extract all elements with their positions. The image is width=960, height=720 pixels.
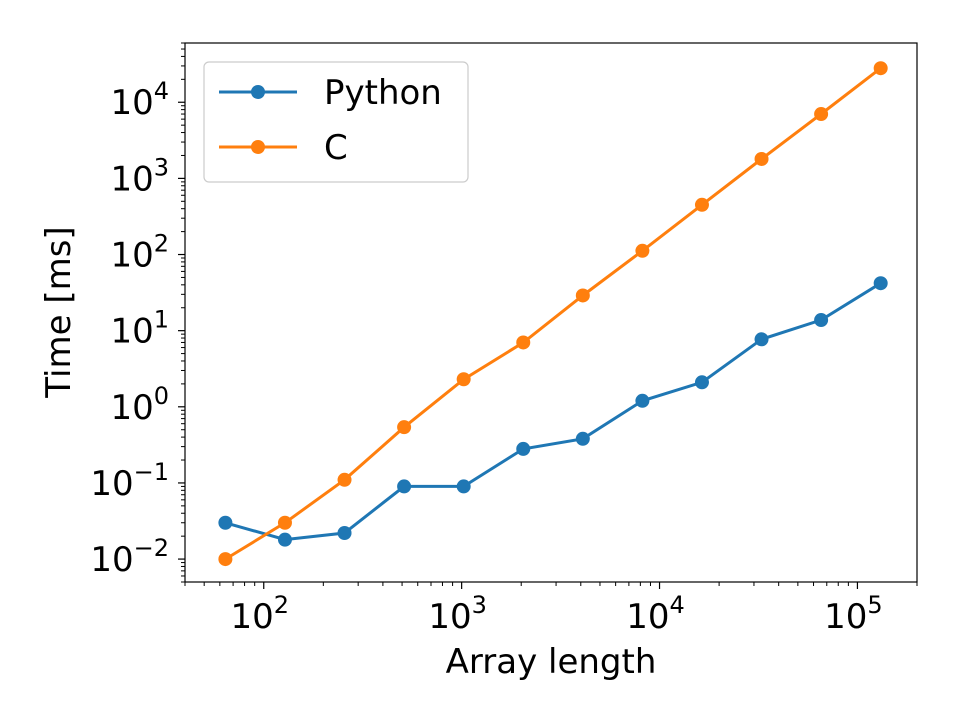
y-tick-label: 100 [110, 382, 169, 428]
data-point-c [456, 372, 471, 387]
y-tick-label: 10−2 [90, 534, 169, 580]
legend: Python C [203, 61, 469, 183]
data-point-python [814, 313, 829, 328]
legend-label-c: C [324, 128, 348, 168]
data-point-c [218, 552, 233, 567]
data-point-python [516, 441, 531, 456]
data-point-python [873, 276, 888, 291]
data-point-c [814, 107, 829, 122]
legend-marker-python [251, 85, 265, 99]
y-tick-label: 101 [110, 306, 169, 352]
data-point-c [397, 420, 412, 435]
data-point-c [516, 335, 531, 350]
data-point-c [337, 472, 352, 487]
data-point-c [754, 151, 769, 166]
series-line-python [224, 281, 882, 542]
data-point-python [337, 526, 352, 541]
data-point-python [635, 393, 650, 408]
x-tick-label: 104 [626, 591, 685, 637]
x-axis-label: Array length [446, 642, 657, 682]
x-tick-label: 105 [824, 591, 883, 637]
data-point-python [694, 375, 709, 390]
y-tick-label: 104 [110, 77, 169, 123]
data-point-python [754, 332, 769, 347]
data-point-c [575, 288, 590, 303]
x-tick-label: 103 [428, 591, 487, 637]
data-point-python [218, 515, 233, 530]
x-tick-label: 102 [230, 591, 289, 637]
y-tick-label: 10−1 [90, 458, 169, 504]
series-layer [218, 61, 888, 567]
data-point-python [397, 479, 412, 494]
legend-label-python: Python [324, 73, 442, 113]
y-tick-label: 103 [110, 153, 169, 199]
y-tick-label: 102 [110, 230, 169, 276]
series-line-c [224, 67, 882, 561]
y-axis-label: Time [ms] [39, 226, 79, 398]
minor-ticks [181, 42, 918, 586]
major-ticks: 102 103 104 105 10−2 10−1 100 101 102 103 104 [90, 77, 882, 637]
data-point-c [277, 515, 292, 530]
data-point-c [635, 243, 650, 258]
data-point-c [873, 61, 888, 76]
data-point-c [694, 197, 709, 212]
data-point-python [277, 532, 292, 547]
legend-marker-c [251, 140, 265, 154]
data-point-python [456, 479, 471, 494]
data-point-python [575, 431, 590, 446]
